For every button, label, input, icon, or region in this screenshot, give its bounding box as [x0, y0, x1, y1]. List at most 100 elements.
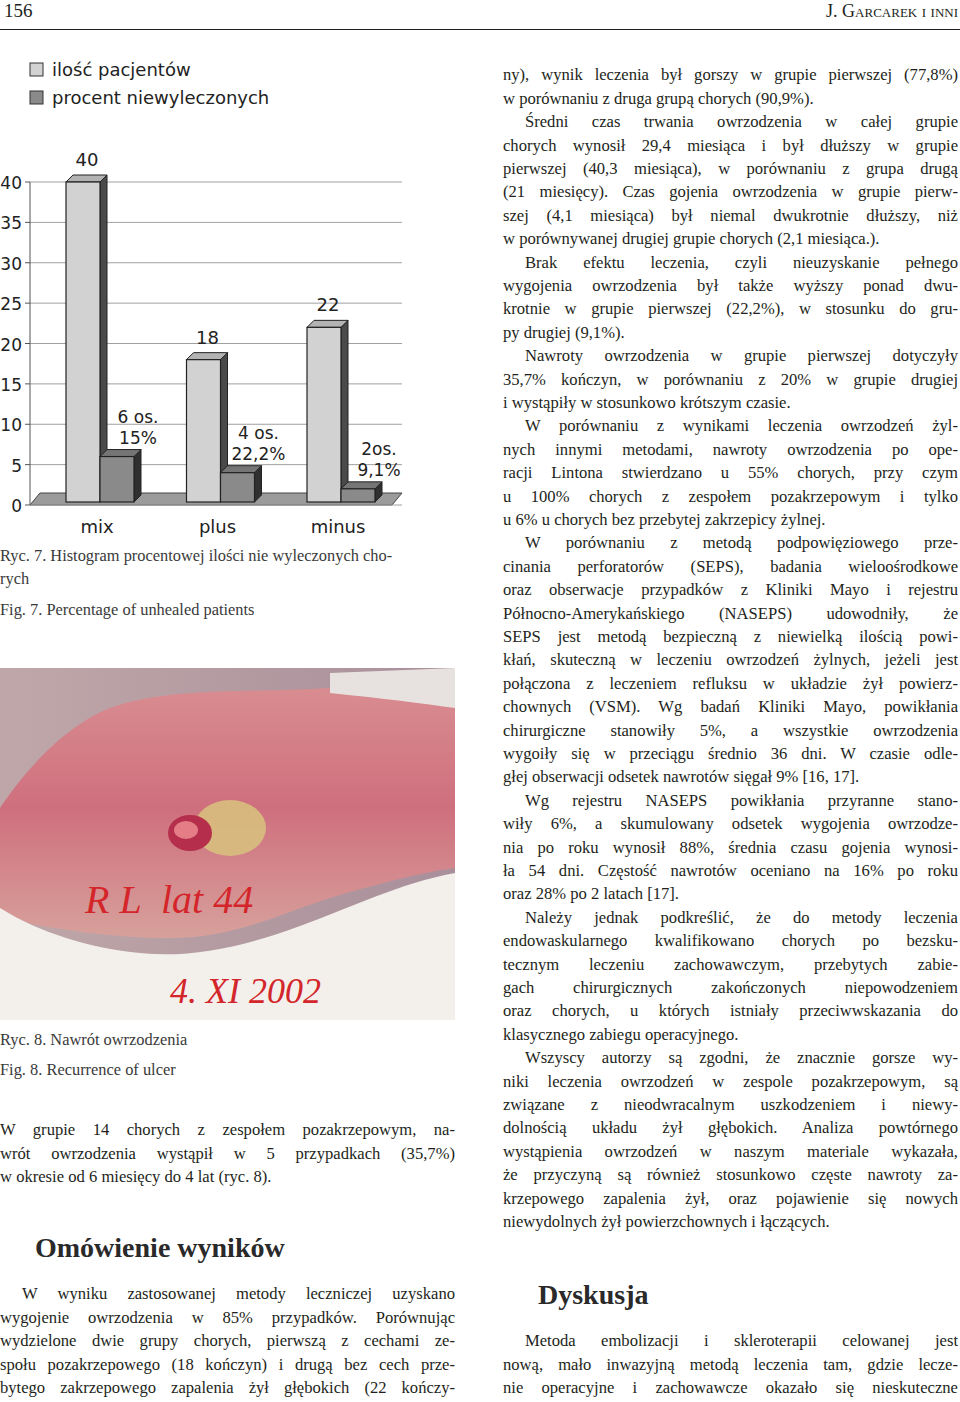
text-line: chownych (VSM). Wg badań Kliniki Mayo, p… — [503, 695, 958, 718]
bar — [66, 182, 100, 502]
text-line: bytego zakrzepowego zapalenia żył głębok… — [0, 1376, 455, 1399]
legend-swatch — [30, 63, 43, 76]
text-line: w porównaniu z druga grupą chorych (90,9… — [503, 87, 958, 110]
text-line: ny), wynik leczenia był gorszy w grupie … — [503, 63, 958, 86]
text-line: wygojenia owrzodzenia był także wyższy p… — [503, 274, 958, 297]
tick-label: 30 — [0, 254, 22, 274]
text-line: pierwszej (40,3 miesiąca), w porównaniu … — [503, 157, 958, 180]
paper-card — [0, 873, 455, 1020]
text-line: w okresie od 6 miesięcy do 4 lat (ryc. 8… — [0, 1165, 455, 1188]
text-line: dolnością układu żył głębokich. Analiza … — [503, 1116, 958, 1139]
y-axis — [30, 182, 31, 505]
ulcer-photo: R L lat 444. XI 2002 — [0, 668, 455, 1020]
tick-label: 5 — [11, 456, 22, 476]
text-line: kłań, skuteczną w leczeniu owrzodzeń żyl… — [503, 648, 958, 671]
bar-top — [100, 450, 141, 457]
text-line: Metoda embolizacji i skleroterapii celow… — [525, 1329, 958, 1352]
text-line: u 100% chorych z zespołem pozakrzepowym … — [503, 485, 958, 508]
tick-label: 40 — [0, 173, 22, 193]
tick-label: 10 — [0, 415, 22, 435]
data-label: 4 os. — [238, 423, 279, 443]
text-line: endowaskularnego kwalifikowano chorych p… — [503, 929, 958, 952]
data-label: 22 — [317, 294, 340, 315]
text-line: połączona z leczeniem refluksu w układzi… — [503, 672, 958, 695]
text-line: W wyniku zastosowanej metody leczniczej … — [22, 1282, 455, 1305]
bar-side — [134, 450, 141, 502]
figure-caption: Fig. 7. Percentage of unhealed patients — [0, 599, 254, 621]
bar-top — [221, 466, 262, 473]
text-line: wydzielone dwie grupy chorych, pierwszą … — [0, 1329, 455, 1352]
text-line: że przyczyną są również stosunkowo częst… — [503, 1163, 958, 1186]
tick-mark — [25, 383, 30, 384]
bar — [307, 327, 341, 502]
tick-label: 25 — [0, 294, 22, 314]
figure-caption: Ryc. 8. Nawrót owrzodzenia — [0, 1029, 187, 1051]
text-line: u 6% u chorych bez przebytej zakrzepicy … — [503, 508, 958, 531]
text-line: głej obserwacji odsetek nawrotów sięgał … — [503, 765, 958, 788]
text-line: wystąpienia owrzodzeń w naszym materiale… — [503, 1140, 958, 1163]
text-line: szej (4,1 miesiąca) był niemal dwukrotni… — [503, 204, 958, 227]
text-line: związane z nieodwracalnym uszkodzeniem i… — [503, 1093, 958, 1116]
tick-mark — [25, 262, 30, 263]
text-line: Wg rejestru NASEPS powikłania przyranne … — [525, 789, 958, 812]
text-line: racji Lintona stwierdzano u 55% chorych,… — [503, 461, 958, 484]
tick-label: 15 — [0, 375, 22, 395]
legend-swatch — [30, 91, 43, 104]
text-line: krotnie w grupie pierwszej (22,2%), w st… — [503, 297, 958, 320]
text-line: gach chirurgicznych zakończonych niepowo… — [503, 976, 958, 999]
text-line: W porównaniu z metodą podpowięziowego pr… — [525, 531, 958, 554]
text-line: wiły 6%, a skumulowany odsetek wygojenia… — [503, 812, 958, 835]
text-line: Nawroty owrzodzenia w grupie pierwszej d… — [525, 344, 958, 367]
text-line: Należy jednak podkreślić, że do metody l… — [525, 906, 958, 929]
bar-top — [187, 353, 228, 360]
bar-side — [341, 320, 348, 502]
tick-mark — [25, 343, 30, 344]
text-line: nych innymi metodami, nawroty owrzodzeni… — [503, 438, 958, 461]
data-label: 2os. — [361, 439, 396, 459]
text-line: SEPS jest metodą bezpieczną z niewielką … — [503, 625, 958, 648]
tick-mark — [25, 303, 30, 304]
category-label: mix — [80, 516, 114, 537]
text-line: Północno-Amerykańskiego (NASEPS) udowodn… — [503, 602, 958, 625]
text-line: Wszyscy autorzy są zgodni, że znacznie g… — [525, 1046, 958, 1069]
text-line: klasycznego zabiegu operacyjnego. — [503, 1023, 958, 1046]
category-label: plus — [199, 516, 236, 537]
text-line: py drugiej (9,1%). — [503, 321, 958, 344]
data-label: 15% — [119, 428, 157, 448]
bar-top — [341, 482, 382, 489]
legend-label: ilość pacjentów — [52, 59, 191, 80]
grid-line — [30, 505, 402, 506]
legend-label: procent niewyleczonych — [52, 87, 269, 108]
text-line: Brak efektu leczenia, czyli nieuzyskanie… — [525, 251, 958, 274]
paper-top — [330, 668, 455, 708]
text-line: krzepowego zapalenia żył, oraz pojawieni… — [503, 1187, 958, 1210]
text-line: wygoiły się w przeciągu średnio 36 dni. … — [503, 742, 958, 765]
text-line: chirurgiczne stanowiły 5%, a wszystkie o… — [503, 719, 958, 742]
figure-caption: Fig. 8. Recurrence of ulcer — [0, 1059, 176, 1081]
ulcer — [168, 815, 212, 851]
text-line: (21 miesięcy). Czas gojenia owrzodzenia … — [503, 180, 958, 203]
text-line: W grupie 14 chorych z zespołem pozakrzep… — [0, 1118, 455, 1141]
figure-caption: Ryc. 7. Histogram procentowej ilości nie… — [0, 545, 392, 567]
section-heading: Dyskusja — [538, 1278, 648, 1312]
figure-7-chart: 05101520253035404018226 os.15%4 os.22,2%… — [0, 0, 480, 545]
tick-label: 20 — [0, 335, 22, 355]
text-line: i wystąpiły w stosunkowo krótszym czasie… — [503, 391, 958, 414]
text-line: chorych wynosił 29,4 miesiąca i był dłuż… — [503, 134, 958, 157]
tick-mark — [25, 424, 30, 425]
text-line: w porównywanej drugiej grupie chorych (2… — [503, 227, 958, 250]
bar-top — [66, 175, 107, 182]
data-label: 6 os. — [118, 407, 159, 427]
header-rule — [0, 29, 960, 30]
text-line: niewydolnych żył powierzchownych i łączą… — [503, 1210, 958, 1233]
bar — [341, 489, 375, 502]
handwriting: R L lat 44 — [84, 877, 253, 922]
text-line: społu pozakrzepowego (18 kończyn) i drug… — [0, 1353, 455, 1376]
text-line: nia po roku wynosił 88%, średnia czasu g… — [503, 836, 958, 859]
ulcer-center — [174, 821, 198, 839]
tick-mark — [25, 464, 30, 465]
tick-mark — [25, 182, 30, 183]
text-line: nową, mało inwazyjną metodą leczenia tam… — [503, 1353, 958, 1376]
text-line: cinania perforatorów (SEPS), badania wie… — [503, 555, 958, 578]
text-line: oraz obserwacje przypadków z Kliniki May… — [503, 578, 958, 601]
